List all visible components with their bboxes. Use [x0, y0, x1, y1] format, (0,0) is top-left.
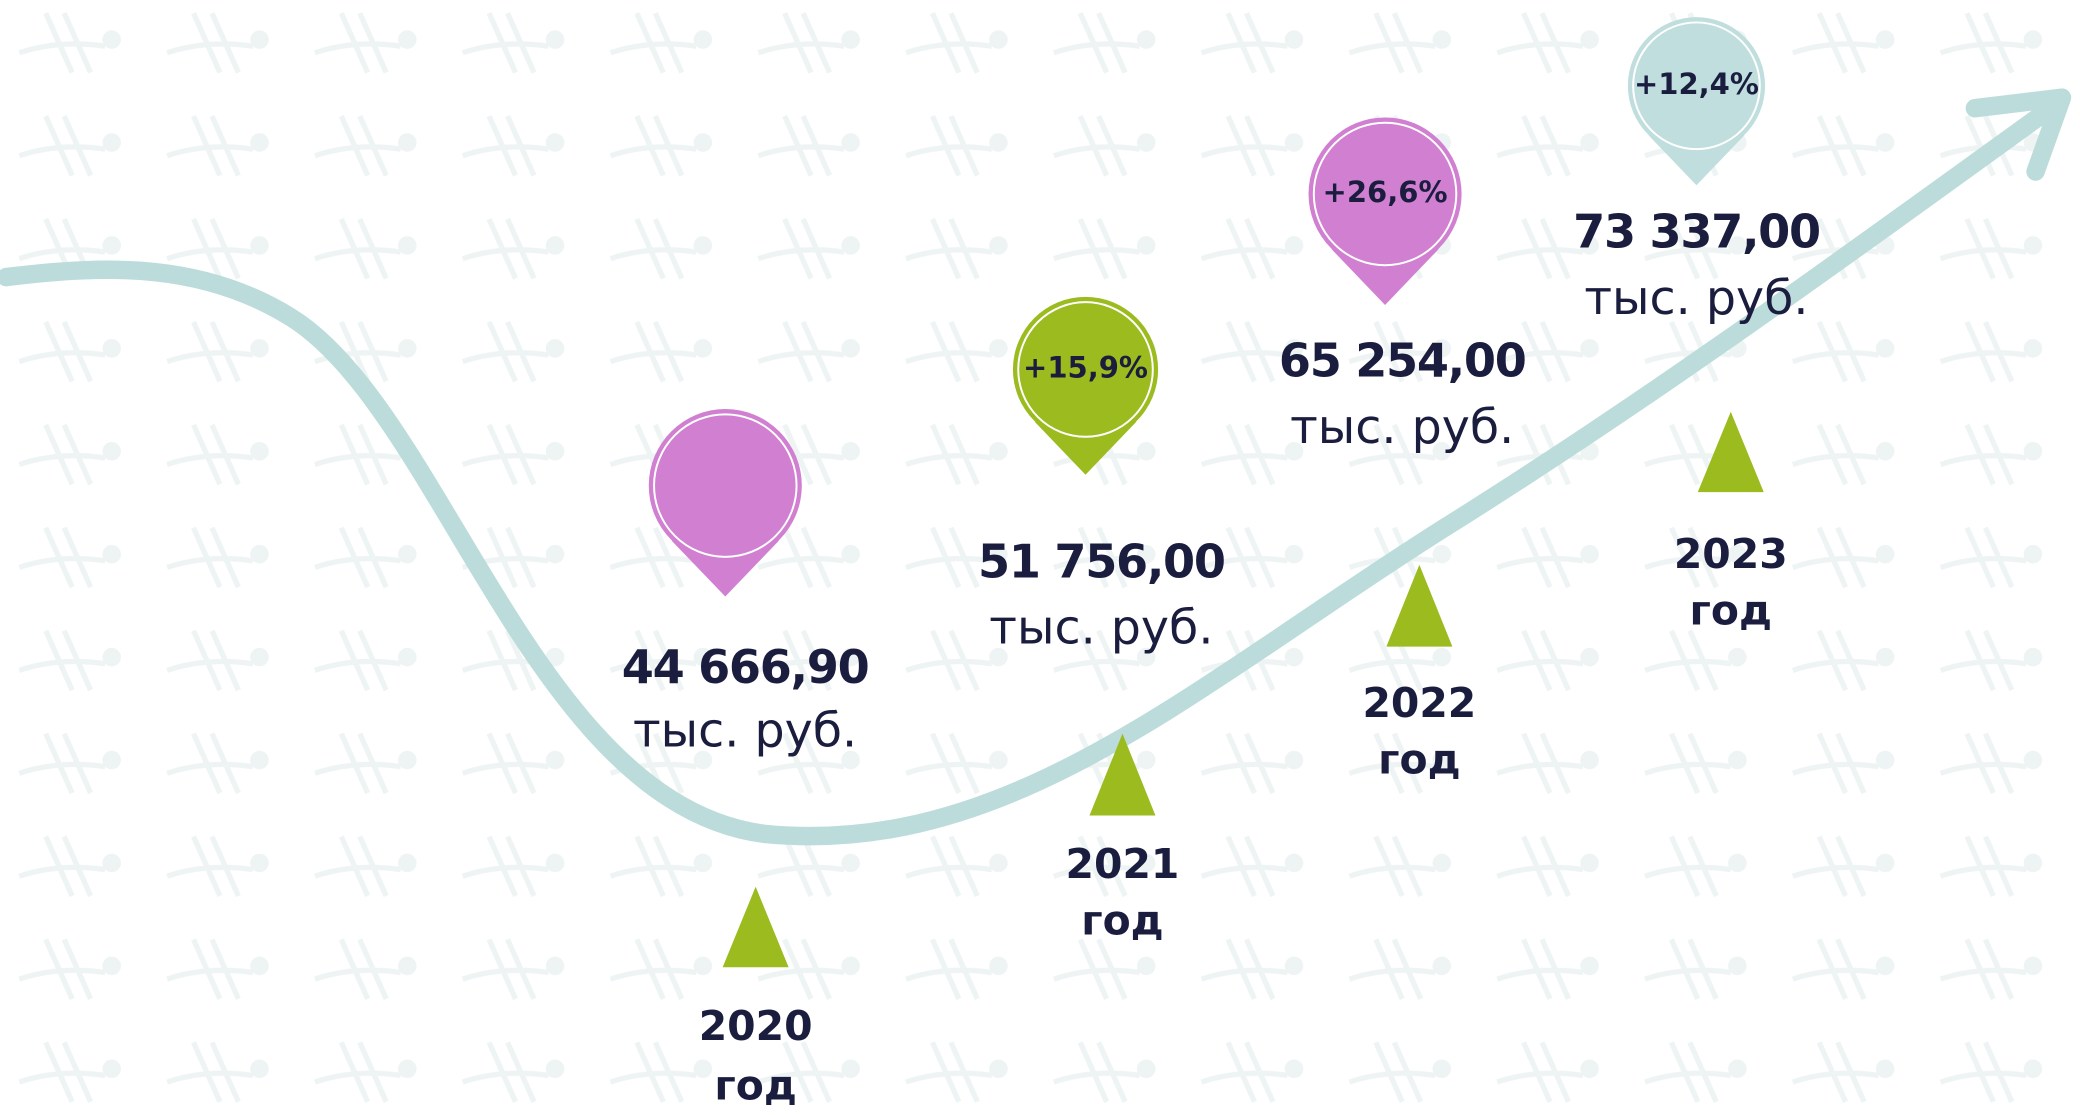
marker-triangle	[722, 886, 789, 968]
change: +15,9%	[1023, 350, 1148, 384]
year-word: год	[1690, 587, 1772, 635]
pin-head	[1627, 17, 1766, 155]
pin-ring	[1632, 21, 1761, 151]
value: 65 254,00	[1279, 334, 1526, 388]
unit: тыс. руб.	[1584, 271, 1808, 326]
background-pattern	[6, 0, 2074, 1115]
pin-ring	[1017, 301, 1154, 438]
marker-triangle	[1386, 564, 1453, 647]
marker-triangle	[1697, 411, 1764, 493]
value: 44 666,90	[622, 640, 869, 694]
pin-head	[1012, 296, 1159, 443]
arrow-head	[1965, 88, 2072, 181]
year-word: год	[714, 1062, 796, 1110]
pin-ring	[653, 413, 798, 558]
year-word: год	[1378, 736, 1460, 784]
pin-head	[1308, 117, 1462, 271]
change: +26,6%	[1323, 175, 1448, 209]
unit: тыс. руб.	[633, 704, 857, 759]
year: 2022	[1362, 679, 1476, 727]
year-word: год	[1081, 897, 1163, 945]
pin-head	[648, 409, 802, 563]
change: +12,4%	[1634, 67, 1759, 101]
marker-triangle	[1089, 733, 1156, 816]
growth-curve	[0, 93, 2068, 846]
unit: тыс. руб.	[1290, 400, 1514, 455]
unit: тыс. руб.	[989, 601, 1213, 656]
year: 2023	[1674, 530, 1788, 578]
value: 51 756,00	[978, 534, 1225, 588]
year: 2021	[1066, 840, 1180, 888]
pin-ring	[1312, 121, 1458, 267]
year: 2020	[699, 1002, 813, 1050]
value: 73 337,00	[1573, 204, 1820, 258]
